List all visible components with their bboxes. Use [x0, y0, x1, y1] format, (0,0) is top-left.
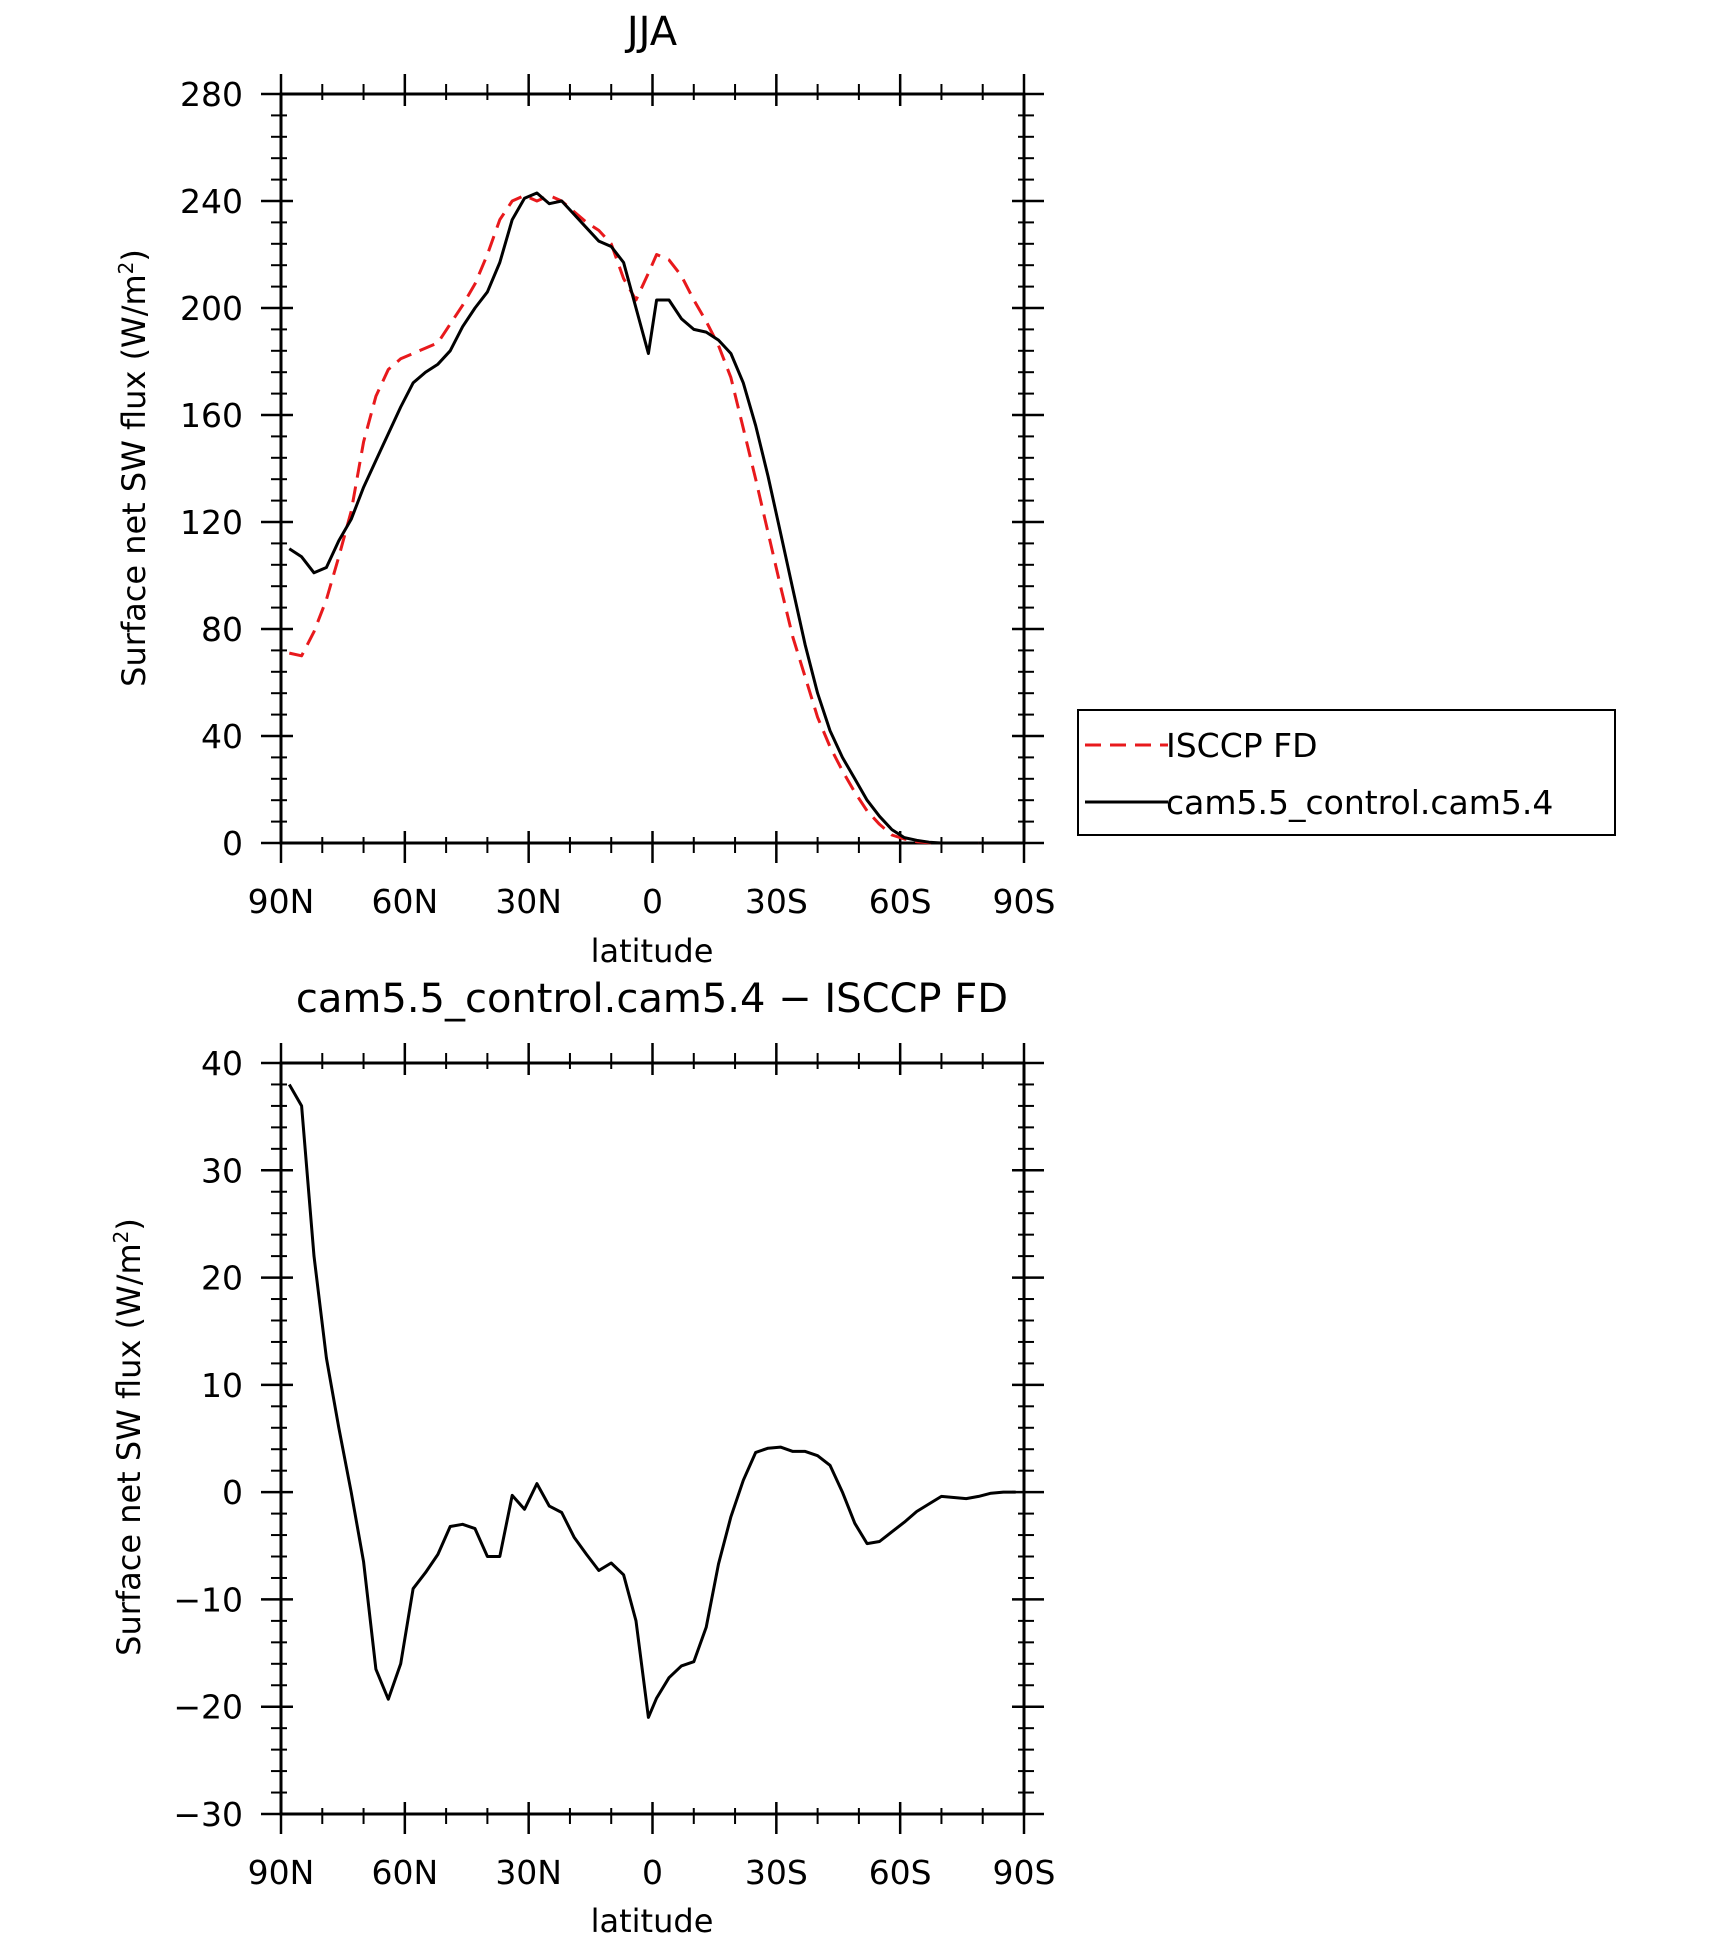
panel1-ticks	[261, 74, 1044, 863]
panel1-x-tick-label: 60S	[869, 882, 932, 921]
legend-label-isccp-fd: ISCCP FD	[1166, 726, 1318, 765]
panel1-y-tick-label: 120	[180, 503, 243, 542]
panel1-x-tick-label: 0	[642, 882, 663, 921]
panel1-y-tick-label: 160	[180, 396, 243, 435]
panel1-x-tick-label: 30N	[495, 882, 562, 921]
legend: ISCCP FD cam5.5_control.cam5.4	[1077, 709, 1616, 836]
legend-label-cam-model: cam5.5_control.cam5.4	[1166, 783, 1553, 822]
panel2-y-axis-label-superscript: 2	[109, 1231, 133, 1244]
climatology-panel: JJA 0 40 80 120 160 200 240 280 90N 60N 30N 0 30S 60…	[114, 9, 1055, 970]
panel2-y-axis-label-close: )	[110, 1218, 148, 1230]
panel1-series-group	[288, 191, 979, 845]
panel2-x-tick-label: 0	[642, 1853, 663, 1892]
panel2-series-group	[287, 1083, 1016, 1719]
panel2-x-tick-label: 60N	[371, 1853, 438, 1892]
panel1-y-tick-label: 240	[180, 182, 243, 221]
panel2-ticks	[261, 1043, 1044, 1834]
panel2-y-tick-label: 0	[222, 1473, 243, 1512]
difference-panel: cam5.5_control.cam5.4 − ISCCP FD −30−20−…	[109, 976, 1055, 1933]
panel1-y-tick-labels: 0 40 80 120 160 200 240 280	[180, 75, 243, 863]
panel2-y-tick-label: 10	[201, 1366, 243, 1405]
panel2-x-tick-label: 30S	[745, 1853, 808, 1892]
panel2-title: cam5.5_control.cam5.4 − ISCCP FD	[296, 976, 1008, 1022]
panel1-y-axis-label-main: Surface net SW flux (W/m	[115, 274, 153, 687]
legend-box	[1077, 709, 1616, 836]
panel2-x-tick-label: 90S	[993, 1853, 1056, 1892]
panel2-x-tick-label: 90N	[248, 1853, 315, 1892]
panel2-y-tick-label: 30	[201, 1151, 243, 1190]
panel2-x-tick-label: 30N	[495, 1853, 562, 1892]
panel2-y-tick-label: 40	[201, 1044, 243, 1083]
panel2-y-tick-label: −30	[173, 1795, 243, 1834]
panel1-y-tick-label: 80	[201, 610, 243, 649]
panel2-y-axis-label-main: Surface net SW flux (W/m	[110, 1243, 148, 1656]
panel1-y-axis-label: Surface net SW flux (W/m2)	[114, 249, 153, 687]
panel1-y-axis-label-close: )	[115, 249, 153, 261]
panel2-y-tick-label: −10	[173, 1580, 243, 1619]
panel1-x-axis-label: latitude	[591, 932, 714, 970]
panel1-series-cam5-5-control-cam5-4	[288, 191, 979, 845]
panel1-x-tick-label: 90N	[248, 882, 315, 921]
panel1-x-tick-label: 60N	[371, 882, 438, 921]
panel2-y-tick-labels: −30 −20 −10 0 10 20 30 40	[173, 1044, 243, 1834]
panel1-y-tick-label: 280	[180, 75, 243, 114]
panel2-x-tick-label: 60S	[869, 1853, 932, 1892]
panel1-y-tick-label: 0	[222, 824, 243, 863]
panel1-x-tick-labels: 90N 60N 30N 0 30S 60S 90S	[248, 882, 1056, 921]
panel1-x-tick-label: 90S	[993, 882, 1056, 921]
panel2-y-tick-label: −20	[173, 1688, 243, 1727]
panel1-y-axis-label-superscript: 2	[114, 262, 138, 275]
panel1-x-tick-label: 30S	[745, 882, 808, 921]
panel2-series-difference	[287, 1083, 1016, 1719]
panel2-y-tick-label: 20	[201, 1259, 243, 1298]
panel2-x-axis-label: latitude	[591, 1902, 714, 1933]
panel2-x-tick-labels: 90N 60N 30N 0 30S 60S 90S	[248, 1853, 1056, 1892]
panel1-y-tick-label: 200	[180, 289, 243, 328]
panel1-title: JJA	[624, 9, 678, 55]
panel1-y-tick-label: 40	[201, 717, 243, 756]
panel1-series-isccp-fd	[288, 194, 979, 845]
panel2-y-axis-label: Surface net SW flux (W/m2)	[109, 1218, 148, 1656]
